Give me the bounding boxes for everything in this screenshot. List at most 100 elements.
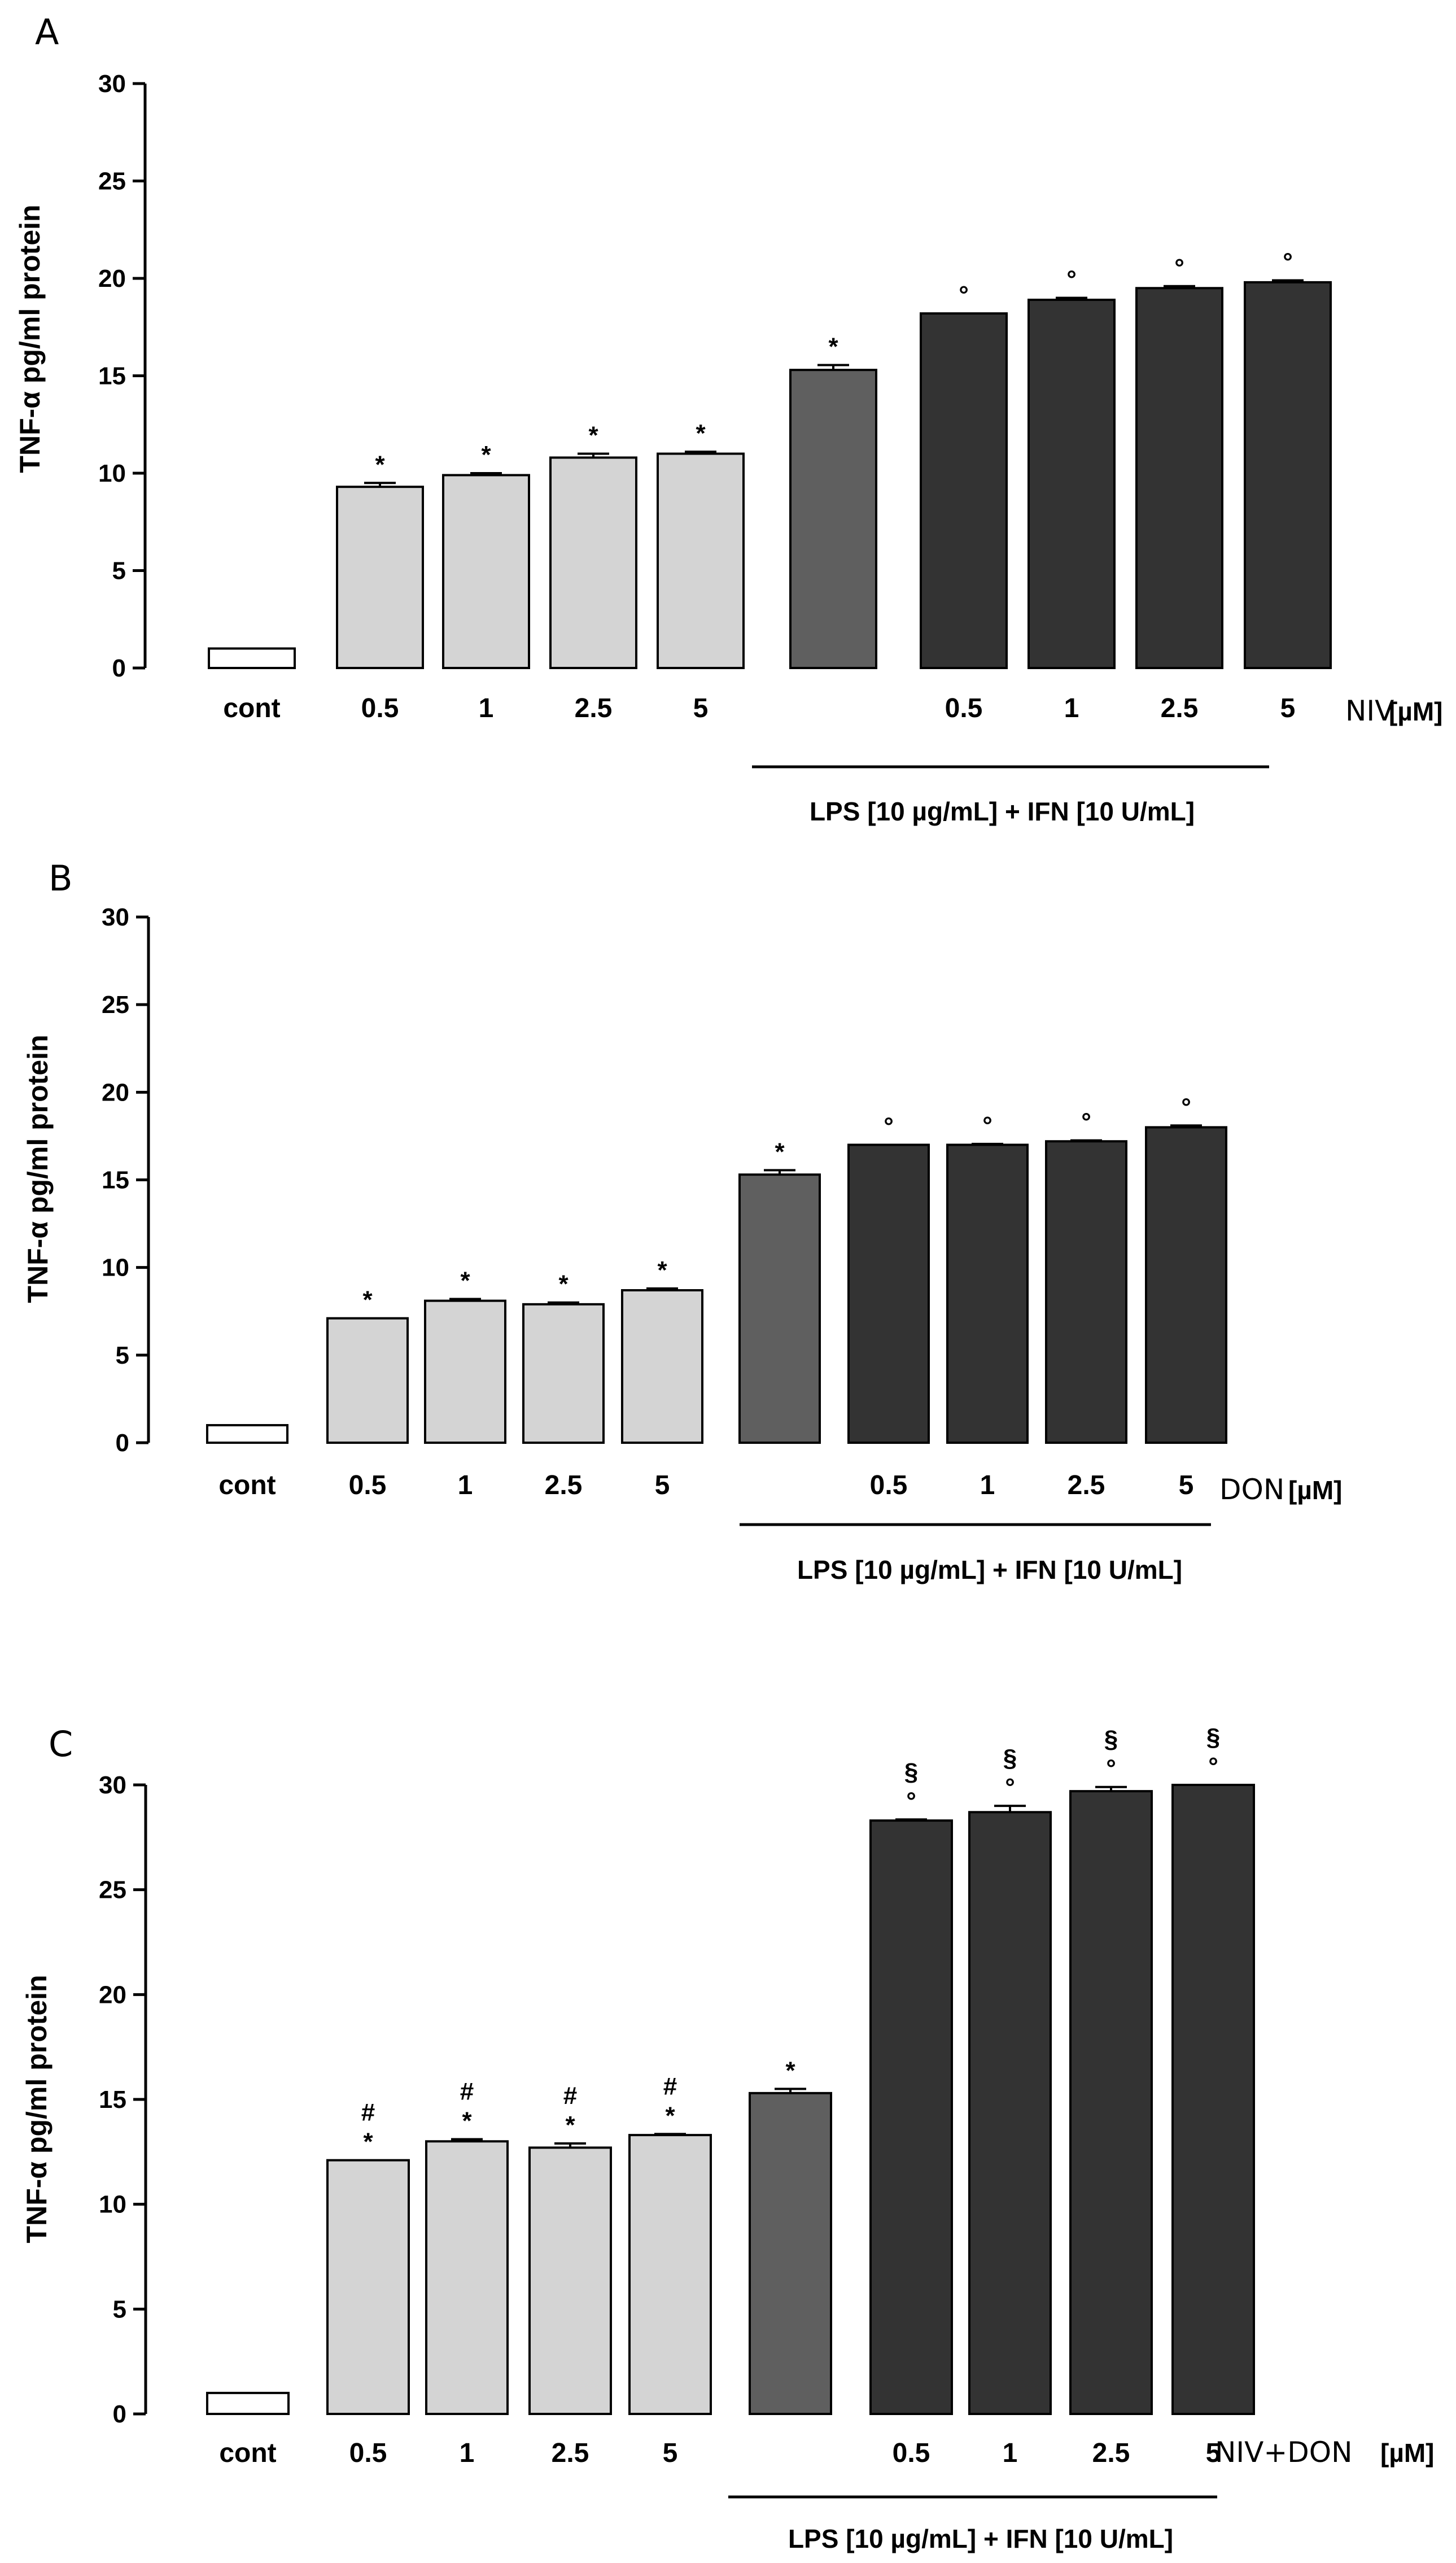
significance-mark-b: ° <box>982 1112 992 1139</box>
significance-mark-2-c: # <box>563 2082 577 2110</box>
y-tick-label-b: 15 <box>102 1167 129 1194</box>
x-category-label-c: 2.5 <box>552 2438 589 2468</box>
y-tick-label-b: 30 <box>102 903 129 931</box>
bar-c <box>869 1819 953 2415</box>
significance-mark-b: * <box>558 1270 569 1298</box>
x-category-label-c: 5 <box>1206 2438 1221 2468</box>
y-tick-label-c: 25 <box>99 1876 126 1904</box>
significance-mark-a: * <box>828 333 838 361</box>
bar-b <box>621 1289 703 1444</box>
x-category-label-c: cont <box>219 2438 276 2468</box>
y-axis-label-b: TNF-α pg/ml protein <box>22 1034 54 1303</box>
y-tick-label-c: 20 <box>99 1981 126 2009</box>
significance-mark-c: ° <box>1005 1774 1015 1801</box>
bar-c <box>206 2391 290 2416</box>
x-category-label-c: 0.5 <box>349 2438 387 2468</box>
unit-label-a: [µM] <box>1389 697 1442 726</box>
bar-a <box>1244 281 1332 669</box>
bar-b <box>1145 1126 1227 1444</box>
x-category-label-a: 1 <box>479 693 494 723</box>
y-tick-label-c: 10 <box>99 2191 126 2219</box>
bar-b <box>1045 1140 1127 1444</box>
y-tick-label-a: 20 <box>98 265 126 292</box>
x-category-label-c: 2.5 <box>1092 2438 1130 2468</box>
significance-mark-a: * <box>481 441 491 469</box>
unit-label-c: [µM] <box>1380 2438 1434 2468</box>
y-axis-label-a: TNF-α pg/ml protein <box>14 204 46 473</box>
x-category-label-a: 0.5 <box>945 693 983 723</box>
significance-mark-a: ° <box>1283 248 1293 276</box>
significance-mark-c: * <box>363 2128 373 2156</box>
significance-mark-c: * <box>565 2111 575 2139</box>
y-tick-label-c: 0 <box>113 2400 126 2428</box>
bar-a <box>1135 287 1223 669</box>
unit-label-b: [µM] <box>1288 1475 1342 1505</box>
x-category-label-b: 1 <box>980 1470 995 1500</box>
x-category-label-a: 5 <box>693 693 709 723</box>
treatment-label-c: LPS [10 µg/mL] + IFN [10 U/mL] <box>788 2524 1173 2553</box>
x-category-label-b: 5 <box>1179 1470 1194 1500</box>
x-category-label-a: cont <box>223 693 280 723</box>
y-tick-label-b: 10 <box>102 1254 129 1282</box>
bar-c <box>425 2140 509 2415</box>
y-tick-label-b: 5 <box>116 1342 129 1369</box>
x-category-label-a: 2.5 <box>1161 693 1199 723</box>
bar-c <box>1171 1784 1255 2415</box>
x-category-label-b: 2.5 <box>545 1470 583 1500</box>
bar-b <box>424 1299 506 1444</box>
significance-mark-b: ° <box>1081 1108 1091 1136</box>
x-category-label-c: 5 <box>663 2438 678 2468</box>
significance-mark-c: ° <box>1208 1753 1218 1780</box>
bar-a <box>208 647 296 669</box>
bar-b <box>847 1143 930 1444</box>
significance-mark-c: ° <box>906 1787 916 1815</box>
y-tick-label-b: 25 <box>102 991 129 1019</box>
x-category-label-b: 1 <box>458 1470 473 1500</box>
bar-c <box>528 2146 612 2416</box>
bar-a <box>657 452 745 669</box>
significance-mark-b: ° <box>884 1112 894 1140</box>
bar-c <box>749 2092 832 2416</box>
y-tick-label-c: 5 <box>113 2295 126 2323</box>
y-tick-label-a: 25 <box>98 168 126 195</box>
bar-b <box>522 1303 605 1444</box>
significance-mark-a: * <box>696 420 706 447</box>
bar-b <box>206 1424 288 1444</box>
significance-mark-a: ° <box>959 281 969 309</box>
significance-mark-b: ° <box>1181 1093 1191 1121</box>
y-tick-label-a: 30 <box>98 70 126 98</box>
bar-a <box>549 456 637 670</box>
bar-c <box>628 2134 712 2416</box>
significance-mark-2-c: § <box>904 1758 918 1785</box>
y-tick-label-b: 20 <box>102 1079 129 1106</box>
significance-mark-a: ° <box>1174 254 1184 282</box>
y-tick-label-b: 0 <box>116 1429 129 1457</box>
significance-mark-2-c: # <box>361 2099 375 2127</box>
bar-c <box>1069 1790 1153 2415</box>
compound-label-b: DON <box>1219 1473 1284 1506</box>
bar-a <box>920 312 1008 669</box>
x-category-label-a: 1 <box>1064 693 1079 723</box>
significance-mark-b: * <box>460 1267 470 1295</box>
panel-letter-a: A <box>35 11 59 53</box>
significance-mark-c: * <box>462 2107 472 2135</box>
x-category-label-c: 0.5 <box>893 2438 930 2468</box>
bar-b <box>738 1173 821 1444</box>
y-tick-label-a: 5 <box>112 557 126 585</box>
significance-mark-c: * <box>785 2056 795 2084</box>
compound-label-a: NIV <box>1345 695 1394 727</box>
x-category-label-c: 1 <box>460 2438 475 2468</box>
compound-label-c: NIV+DON <box>1215 2436 1353 2469</box>
panel-letter-b: B <box>49 858 73 899</box>
bar-a <box>1027 298 1116 669</box>
y-tick-label-a: 0 <box>112 654 126 682</box>
bar-c <box>326 2159 410 2416</box>
bar-a <box>336 486 424 670</box>
x-category-label-a: 0.5 <box>361 693 399 723</box>
y-axis-label-c: TNF-α pg/ml protein <box>21 1975 53 2243</box>
significance-mark-a: * <box>375 451 385 478</box>
significance-mark-2-c: # <box>663 2072 677 2100</box>
y-tick-label-c: 15 <box>99 2086 126 2114</box>
significance-mark-2-c: § <box>1206 1723 1220 1751</box>
bar-a <box>442 474 530 669</box>
